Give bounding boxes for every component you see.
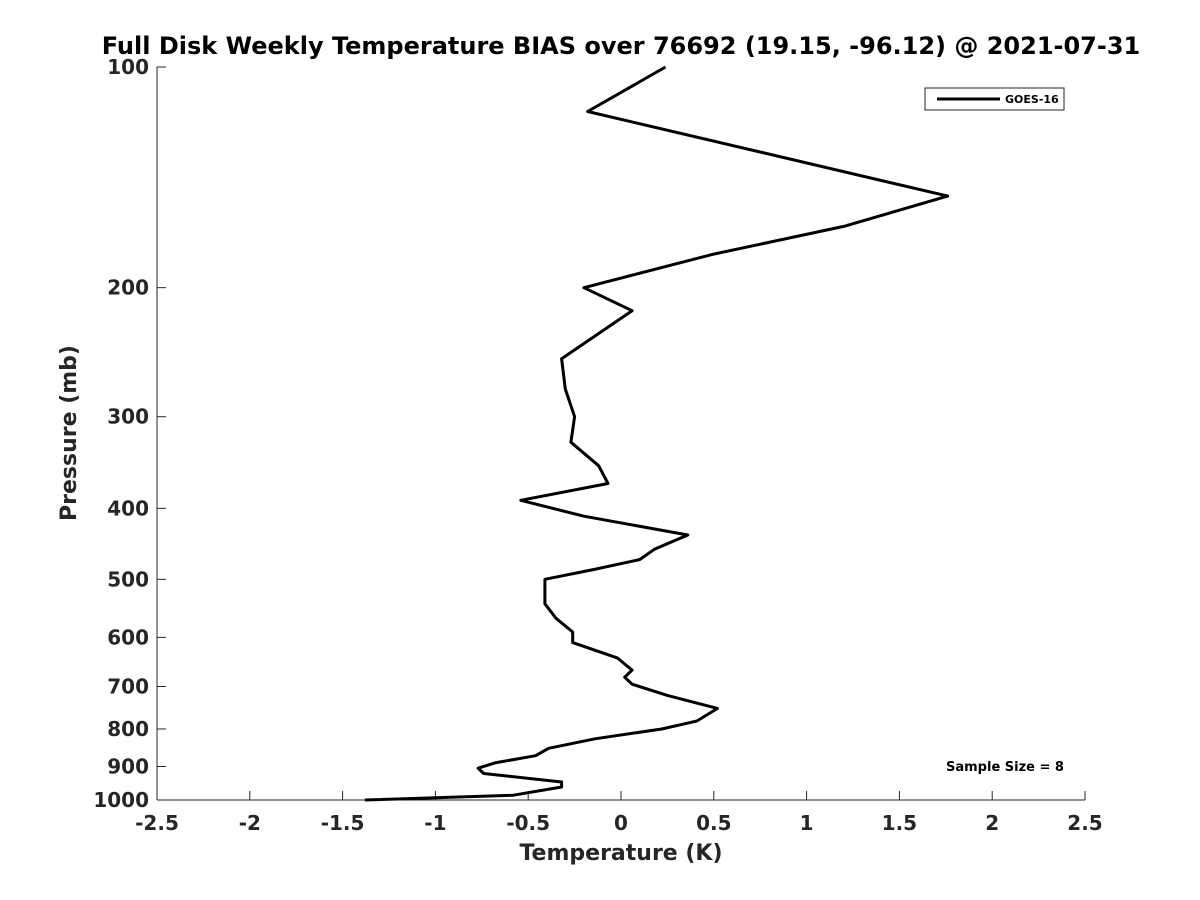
chart-title: Full Disk Weekly Temperature BIAS over 7… <box>102 32 1141 60</box>
x-tick-label: -0.5 <box>506 811 550 835</box>
y-tick-label: 800 <box>107 717 149 741</box>
y-tick-label: 1000 <box>93 788 149 812</box>
x-tick-label: 1 <box>800 811 814 835</box>
x-ticks: -2.5 -2 -1.5 -1 -0.5 0 0.5 1 1.5 2 2.5 <box>135 791 1103 835</box>
sample-size-annotation: Sample Size = 8 <box>946 760 1064 775</box>
x-tick-label: 2.5 <box>1067 811 1102 835</box>
x-tick-label: -2.5 <box>135 811 179 835</box>
y-tick-label: 300 <box>107 405 149 429</box>
y-tick-label: 600 <box>107 625 149 649</box>
y-tick-label: 700 <box>107 674 149 698</box>
y-tick-label: 200 <box>107 276 149 300</box>
series-layer <box>364 65 950 802</box>
legend: GOES-16 <box>924 87 1065 111</box>
x-tick-label: -2 <box>239 811 261 835</box>
x-tick-label: -1 <box>424 811 446 835</box>
x-axis-label: Temperature (K) <box>519 841 722 866</box>
y-axis-label: Pressure (mb) <box>57 345 82 521</box>
x-tick-label: -1.5 <box>321 811 365 835</box>
x-tick-label: 1.5 <box>882 811 917 835</box>
x-tick-label: 2 <box>985 811 999 835</box>
y-tick-label: 400 <box>107 496 149 520</box>
y-tick-label: 100 <box>107 55 149 79</box>
y-ticks: 100 200 300 400 500 600 700 800 900 1000 <box>93 55 166 812</box>
series-line-goes-16 <box>364 65 950 802</box>
x-tick-label: 0.5 <box>696 811 731 835</box>
y-tick-label: 900 <box>107 754 149 778</box>
plot-area <box>157 67 1085 800</box>
y-tick-label: 500 <box>107 567 149 591</box>
legend-label-goes16: GOES-16 <box>1005 93 1059 106</box>
x-tick-label: 0 <box>614 811 628 835</box>
